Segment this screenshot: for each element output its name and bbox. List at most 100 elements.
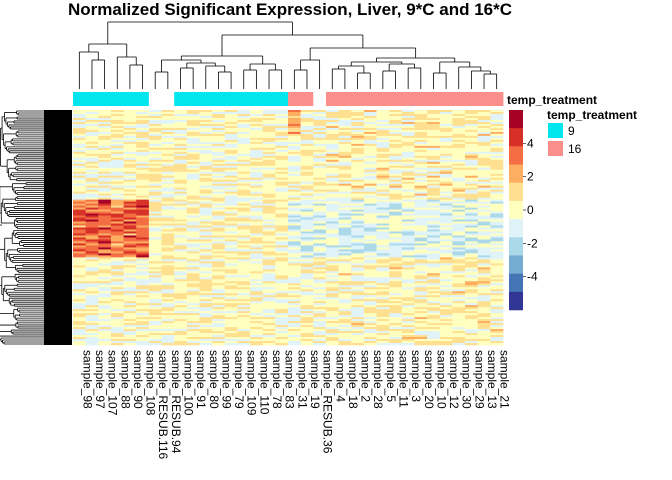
heatmap-cell xyxy=(376,227,390,230)
heatmap-cell xyxy=(439,251,453,254)
heatmap-cell xyxy=(186,281,200,284)
heatmap-cell xyxy=(376,265,390,268)
heatmap-cell xyxy=(427,167,441,171)
heatmap-cell xyxy=(250,261,264,264)
heatmap-cell xyxy=(110,253,124,256)
heatmap-cell xyxy=(275,221,289,224)
heatmap-cell xyxy=(465,269,479,272)
heatmap-cell xyxy=(452,259,466,262)
heatmap-cell xyxy=(376,307,390,310)
heatmap-cell xyxy=(477,219,491,222)
heatmap-cell xyxy=(452,125,466,129)
heatmap-cell xyxy=(136,119,150,123)
heatmap-cell xyxy=(325,273,339,276)
heatmap-cell xyxy=(199,121,213,125)
heatmap-cell xyxy=(148,191,162,194)
heatmap-cell xyxy=(275,151,289,155)
heatmap-cell xyxy=(212,291,226,294)
heatmap-cell xyxy=(452,307,466,310)
heatmap-cell xyxy=(73,213,86,216)
heatmap-cell xyxy=(351,287,365,290)
heatmap-cell xyxy=(136,309,150,312)
heatmap-cell xyxy=(161,205,175,208)
heatmap-cell xyxy=(401,283,415,286)
heatmap-cell xyxy=(376,323,390,326)
heatmap-cell xyxy=(439,165,453,169)
heatmap-cell xyxy=(161,293,175,296)
heatmap-cell xyxy=(427,119,441,123)
heatmap-cell xyxy=(389,257,403,260)
heatmap-cell xyxy=(199,295,213,298)
heatmap-cell xyxy=(110,165,124,169)
heatmap-cell xyxy=(288,247,301,250)
heatmap-cell xyxy=(123,309,137,312)
heatmap-cell xyxy=(300,251,314,254)
heatmap-cell xyxy=(414,339,428,342)
heatmap-cell xyxy=(439,241,453,244)
heatmap-cell xyxy=(199,149,213,153)
heatmap-cell xyxy=(363,173,377,177)
heatmap-cell xyxy=(313,217,327,220)
heatmap-cell xyxy=(237,229,251,232)
heatmap-cell xyxy=(136,110,150,113)
heatmap-cell xyxy=(136,141,150,145)
heatmap-cell xyxy=(452,215,466,218)
heatmap-cell xyxy=(300,173,314,177)
heatmap-cell xyxy=(439,157,453,161)
heatmap-cell xyxy=(212,187,226,190)
heatmap-cell xyxy=(363,161,377,165)
heatmap-cell xyxy=(148,215,162,218)
heatmap-cell xyxy=(313,293,327,296)
heatmap-cell xyxy=(250,110,264,113)
heatmap-cell xyxy=(401,113,415,117)
heatmap-cell xyxy=(110,135,124,139)
heatmap-cell xyxy=(300,279,314,282)
heatmap-cell xyxy=(224,319,238,322)
heatmap-cell xyxy=(313,289,327,292)
heatmap-cell xyxy=(262,121,276,125)
heatmap-cell xyxy=(186,249,200,252)
heatmap-cell xyxy=(325,283,339,286)
heatmap-cell xyxy=(250,227,264,230)
heatmap-cell xyxy=(401,133,415,137)
heatmap-cell xyxy=(452,133,466,137)
heatmap-cell xyxy=(161,211,175,214)
heatmap-cell xyxy=(250,311,264,314)
heatmap-cell xyxy=(186,191,200,194)
heatmap-cell xyxy=(439,247,453,250)
heatmap-cell xyxy=(123,329,137,332)
heatmap-cell xyxy=(199,321,213,324)
heatmap-cell xyxy=(161,251,175,254)
heatmap-cell xyxy=(237,259,251,262)
heatmap-cell xyxy=(275,339,289,342)
heatmap-cell xyxy=(148,161,162,165)
heatmap-cell xyxy=(161,289,175,292)
color-scale-segment xyxy=(509,291,523,311)
heatmap-cell xyxy=(414,323,428,326)
heatmap-cell xyxy=(199,263,213,266)
heatmap-cell xyxy=(477,249,491,252)
heatmap-cell xyxy=(123,333,137,336)
heatmap-cell xyxy=(199,165,213,169)
heatmap-cell xyxy=(427,185,441,188)
heatmap-cell xyxy=(452,249,466,252)
heatmap-cell xyxy=(439,339,453,342)
heatmap-cell xyxy=(237,305,251,308)
heatmap-cell xyxy=(414,155,428,159)
heatmap-cell xyxy=(199,251,213,254)
heatmap-cell xyxy=(275,207,289,210)
heatmap-cell xyxy=(401,225,415,228)
heatmap-cell xyxy=(136,187,150,190)
heatmap-cell xyxy=(123,317,137,320)
heatmap-cell xyxy=(414,305,428,308)
heatmap-cell xyxy=(363,263,377,266)
heatmap-cell xyxy=(199,235,213,238)
heatmap-cell xyxy=(136,155,150,159)
heatmap-cell xyxy=(73,309,86,312)
heatmap-cell xyxy=(123,239,137,242)
heatmap-cell xyxy=(98,343,112,346)
heatmap-cell xyxy=(110,175,124,179)
heatmap-cell xyxy=(363,265,377,268)
heatmap-cell xyxy=(85,115,99,119)
heatmap-cell xyxy=(161,295,175,298)
